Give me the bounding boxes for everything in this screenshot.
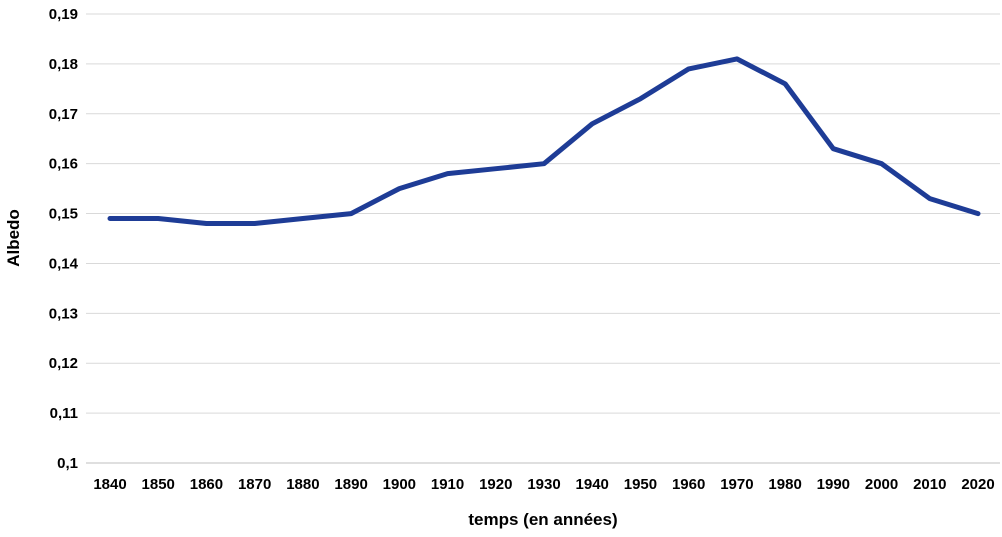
x-tick-label: 1930	[527, 476, 560, 493]
x-tick-label: 2020	[961, 476, 994, 493]
y-tick-label: 0,17	[49, 106, 78, 123]
x-tick-label: 1970	[720, 476, 753, 493]
x-axis-title: temps (en années)	[468, 510, 618, 529]
x-tick-label: 1950	[624, 476, 657, 493]
y-tick-label: 0,14	[49, 255, 79, 272]
x-tick-label: 1860	[190, 476, 223, 493]
x-tick-label: 1850	[142, 476, 175, 493]
x-tick-label: 1900	[383, 476, 416, 493]
x-tick-label: 2000	[865, 476, 898, 493]
y-tick-label: 0,15	[49, 206, 78, 223]
x-tick-label: 1870	[238, 476, 271, 493]
x-tick-label: 1840	[93, 476, 126, 493]
albedo-series-line	[107, 56, 981, 226]
y-tick-label: 0,11	[50, 405, 78, 422]
x-tick-label: 1960	[672, 476, 705, 493]
y-tick-label: 0,16	[49, 156, 78, 173]
x-tick-label: 1910	[431, 476, 464, 493]
x-tick-label: 1920	[479, 476, 512, 493]
y-tick-label: 0,1	[57, 455, 78, 472]
y-tick-label: 0,19	[49, 6, 78, 23]
x-tick-label: 1890	[334, 476, 367, 493]
y-tick-label: 0,12	[49, 355, 78, 372]
y-tick-label: 0,18	[49, 56, 78, 73]
x-tick-label: 1880	[286, 476, 319, 493]
x-tick-label: 1990	[817, 476, 850, 493]
y-axis-title: Albedo	[4, 209, 23, 267]
x-tick-label: 1940	[576, 476, 609, 493]
y-tick-label: 0,13	[49, 305, 78, 322]
x-tick-label: 2010	[913, 476, 946, 493]
x-tick-label: 1980	[768, 476, 801, 493]
